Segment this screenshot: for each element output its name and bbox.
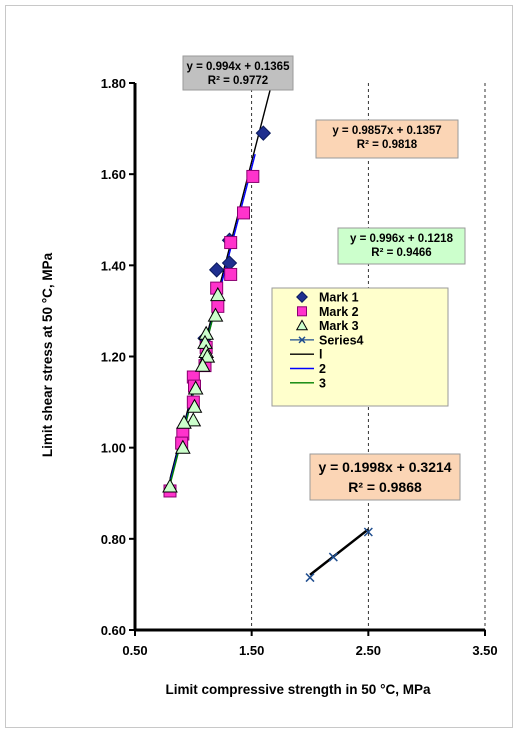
legend-label: Series4 — [319, 333, 364, 347]
mark-3-point — [207, 307, 224, 322]
equation-box-layer: y = 0.994x + 0.1365 R² = 0.9772 y = 0.9857… — [182, 55, 466, 501]
mark-3-point — [185, 412, 202, 427]
y-tick-label: 1.00 — [101, 441, 126, 456]
legend-marker-series4 — [298, 336, 306, 344]
mark-2-point — [224, 267, 238, 281]
trendline-equation: y = 0.994x + 0.1365 — [187, 61, 291, 73]
trendline-r-squared: R² = 0.9868 — [348, 479, 422, 495]
trendline-r-squared: R² = 0.9466 — [371, 247, 431, 259]
x-tick-label: 1.50 — [239, 643, 264, 658]
mark-3-point — [162, 478, 178, 493]
equation-box — [337, 227, 466, 265]
y-tick-label: 1.20 — [101, 350, 126, 365]
trendline-equation: y = 0.9857x + 0.1357 — [332, 125, 441, 137]
tick-label-layer: 0.60 0.80 1.00 1.20 1.40 1.60 1.80 0.50 1.50 2.50… — [101, 76, 498, 658]
mark-2-point — [211, 299, 225, 313]
mark-3-point — [186, 398, 203, 413]
mark-3-point — [176, 414, 192, 429]
mark-3-point — [199, 348, 216, 363]
trendline-equation: y = 0.1998x + 0.3214 — [318, 459, 451, 475]
legend-label: Mark 3 — [319, 319, 359, 333]
y-tick-label: 1.40 — [101, 258, 126, 273]
mark-3-point — [187, 380, 204, 395]
legend-label: Mark 2 — [319, 305, 359, 319]
legend-label: Mark 1 — [319, 291, 359, 305]
legend-label: 3 — [319, 376, 326, 390]
axis-layer — [129, 82, 486, 636]
mark-3-point — [194, 357, 211, 372]
trendline-r-squared: R² = 0.9772 — [208, 75, 268, 87]
y-tick-label: 0.60 — [101, 623, 126, 638]
legend-marker-mark-1 — [296, 291, 308, 303]
x-marker-stroke — [305, 573, 315, 583]
y-tick-label: 0.80 — [101, 532, 126, 547]
x-marker-stroke — [363, 527, 373, 537]
x-axis-title: Limit compressive strength in 50 °C, MPa — [166, 682, 431, 697]
y-tick-label: 1.60 — [101, 167, 126, 182]
mark-3-point — [174, 439, 191, 454]
x-tick-label: 3.50 — [472, 643, 497, 658]
equation-box — [182, 55, 294, 91]
x-tick-label: 0.50 — [122, 643, 147, 658]
mark-1-point — [255, 125, 272, 141]
trendline-r-squared: R² = 0.9818 — [357, 139, 418, 151]
series4-point — [363, 527, 373, 537]
legend-marker-mark-3 — [295, 319, 309, 331]
mark-2-point — [224, 236, 238, 250]
series4-point — [328, 552, 338, 562]
mark-2-point — [237, 206, 250, 220]
trendline — [309, 528, 370, 576]
x-tick-label: 2.50 — [356, 643, 381, 658]
mark-3-point — [209, 286, 226, 302]
legend-label: l — [319, 348, 322, 362]
y-axis-title: Limit shear stress at 50 °C, MPa — [40, 252, 55, 457]
equation-box — [315, 119, 459, 159]
mark-1-point — [208, 262, 225, 278]
series4-point — [305, 573, 315, 583]
y-tick-label: 1.80 — [101, 76, 126, 91]
legend-marker-mark-2 — [297, 306, 307, 317]
x-marker-stroke — [298, 336, 306, 344]
legend-label: 2 — [319, 362, 326, 376]
mark-2-point — [246, 169, 260, 183]
x-marker-stroke — [328, 552, 338, 562]
trendline-equation: y = 0.996x + 0.1218 — [350, 233, 454, 245]
data-point-layer — [162, 125, 373, 583]
equation-box — [309, 453, 461, 501]
